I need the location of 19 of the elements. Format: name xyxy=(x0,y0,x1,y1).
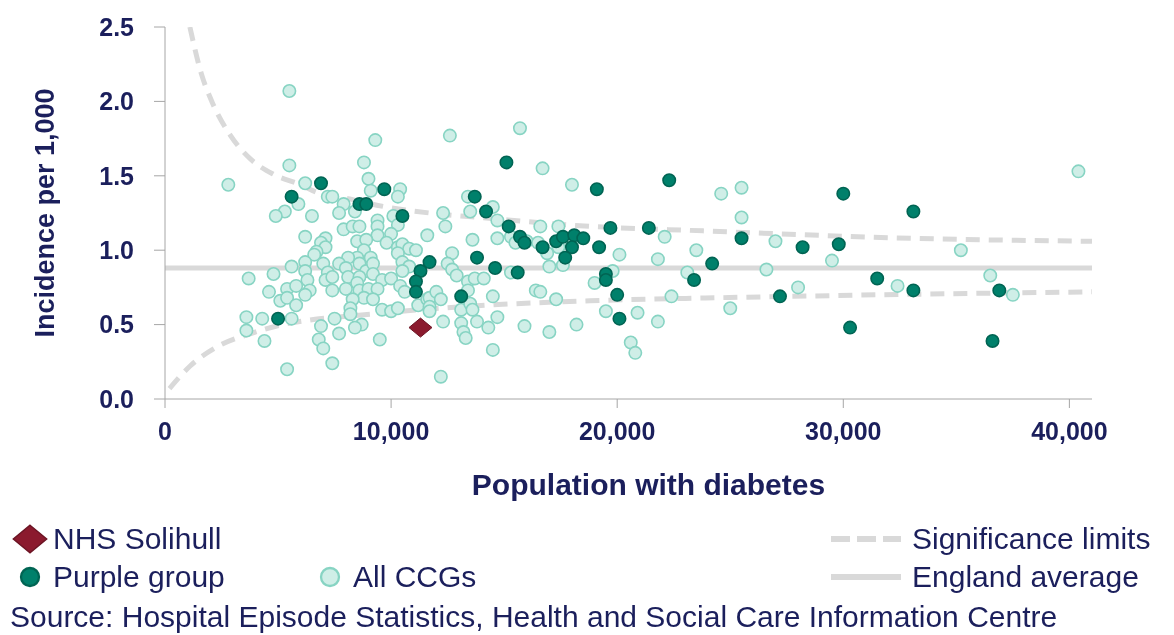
y-tick-label: 2.0 xyxy=(99,87,134,116)
x-axis-title: Population with diabetes xyxy=(471,468,826,501)
y-tick-label: 0.0 xyxy=(99,384,134,413)
legend-label: Significance limits xyxy=(912,522,1151,556)
y-axis-title: Incidence per 1,000 xyxy=(30,88,60,338)
y-tick-label: 1.0 xyxy=(99,236,134,265)
y-tick-label: 1.5 xyxy=(99,161,135,190)
x-tick-label: 10,000 xyxy=(352,416,430,445)
y-tick-label: 0.5 xyxy=(99,310,135,339)
source-note: Source: Hospital Episode Statistics, Health and Social Care Information Centre xyxy=(10,600,1058,634)
x-tick-label: 20,000 xyxy=(578,416,656,445)
legend-label: Purple group xyxy=(53,560,225,594)
y-tick-label: 2.5 xyxy=(99,12,135,41)
legend-label: England average xyxy=(912,560,1139,594)
x-tick-label: 0 xyxy=(158,416,172,445)
x-tick-label: 30,000 xyxy=(805,416,882,445)
legend-label: All CCGs xyxy=(353,560,477,594)
legend-label: NHS Solihull xyxy=(53,522,222,556)
x-tick-label: 40,000 xyxy=(1031,416,1108,445)
